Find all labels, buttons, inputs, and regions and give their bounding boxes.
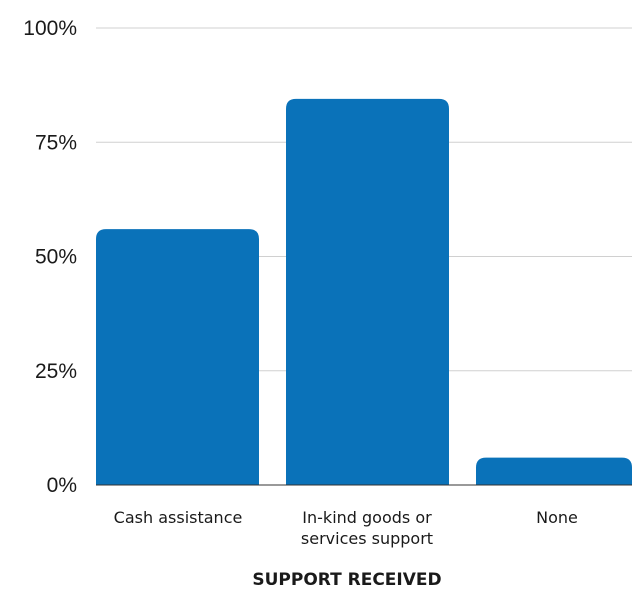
x-axis-categories: Cash assistance In-kind goods or services … [114, 508, 578, 548]
x-category-label: In-kind goods or services support [301, 508, 433, 548]
x-category-label-line: None [536, 508, 578, 527]
x-category-label: None [536, 508, 578, 527]
bars [96, 98, 632, 486]
y-tick-label: 50% [35, 246, 77, 269]
y-tick-label: 75% [35, 131, 77, 154]
y-tick-label: 0% [47, 474, 77, 497]
x-category-label-line: In-kind goods or [302, 508, 432, 527]
y-tick-label: 100% [23, 17, 77, 40]
y-tick-label: 25% [35, 360, 77, 383]
x-category-label-line: Cash assistance [114, 508, 243, 527]
x-axis-title: SUPPORT RECEIVED [252, 570, 441, 590]
x-category-label: Cash assistance [114, 508, 243, 527]
x-category-label-line: services support [301, 529, 433, 548]
bar-in-kind-goods-or-services-support [286, 98, 449, 486]
y-axis-ticks: 0% 25% 50% 75% 100% [23, 17, 77, 497]
bar-cash-assistance [96, 229, 259, 485]
bar-none [476, 457, 632, 485]
